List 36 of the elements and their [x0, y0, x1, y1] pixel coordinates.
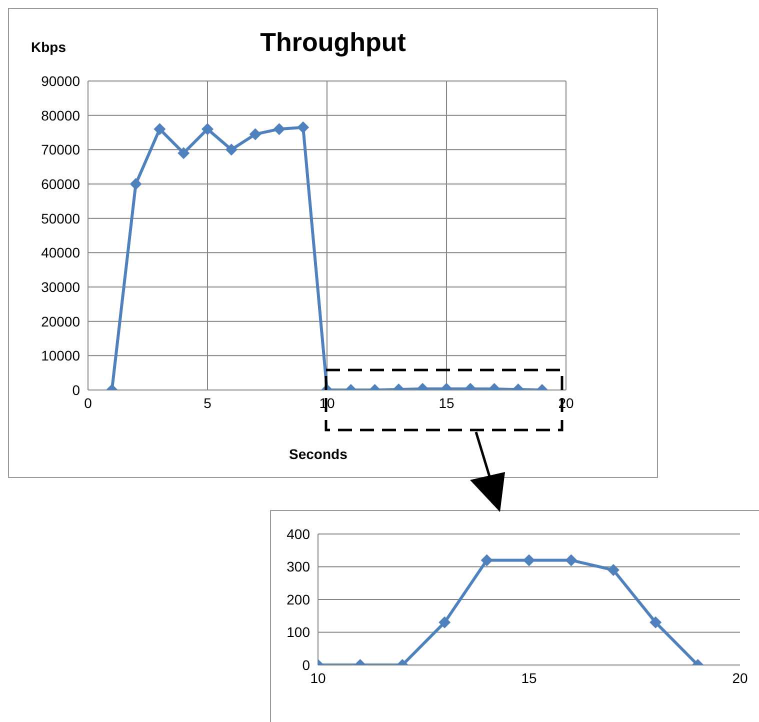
x-tick-label: 0: [84, 394, 92, 411]
x-axis-title: Seconds: [289, 446, 348, 462]
x-tick-label: 10: [310, 670, 326, 686]
y-tick-label: 300: [286, 558, 310, 575]
y-axis-title: Kbps: [31, 39, 66, 55]
chart-title: Throughput: [260, 27, 406, 57]
x-tick-label: 5: [204, 394, 212, 411]
point: [202, 123, 214, 136]
y-tick-label: 0: [302, 656, 310, 673]
y-tick-label: 50000: [41, 210, 80, 226]
y-tick-label: 70000: [41, 142, 80, 158]
point: [225, 144, 238, 156]
point: [565, 554, 578, 566]
y-tick-label: 90000: [41, 72, 80, 89]
y-tick-label: 80000: [41, 107, 80, 124]
point: [480, 554, 493, 566]
point: [249, 128, 262, 140]
y-tick-label: 40000: [41, 244, 80, 261]
point: [178, 147, 190, 160]
y-tick-label: 20000: [41, 313, 80, 330]
y-tick-label: 400: [286, 526, 310, 542]
point: [607, 564, 620, 576]
point: [297, 121, 310, 134]
y-tick-label: 0: [72, 382, 80, 398]
y-tick-label: 200: [286, 591, 310, 608]
y-tick-label: 100: [286, 624, 310, 640]
point: [130, 178, 142, 190]
y-tick-label: 10000: [41, 348, 80, 364]
y-tick-label: 30000: [41, 278, 80, 295]
x-tick-label: 20: [732, 670, 748, 686]
point: [523, 554, 535, 566]
y-tick-label: 60000: [41, 176, 80, 192]
point: [154, 123, 166, 136]
x-tick-label: 15: [438, 394, 454, 411]
x-tick-label: 15: [521, 670, 537, 686]
point: [273, 123, 286, 136]
